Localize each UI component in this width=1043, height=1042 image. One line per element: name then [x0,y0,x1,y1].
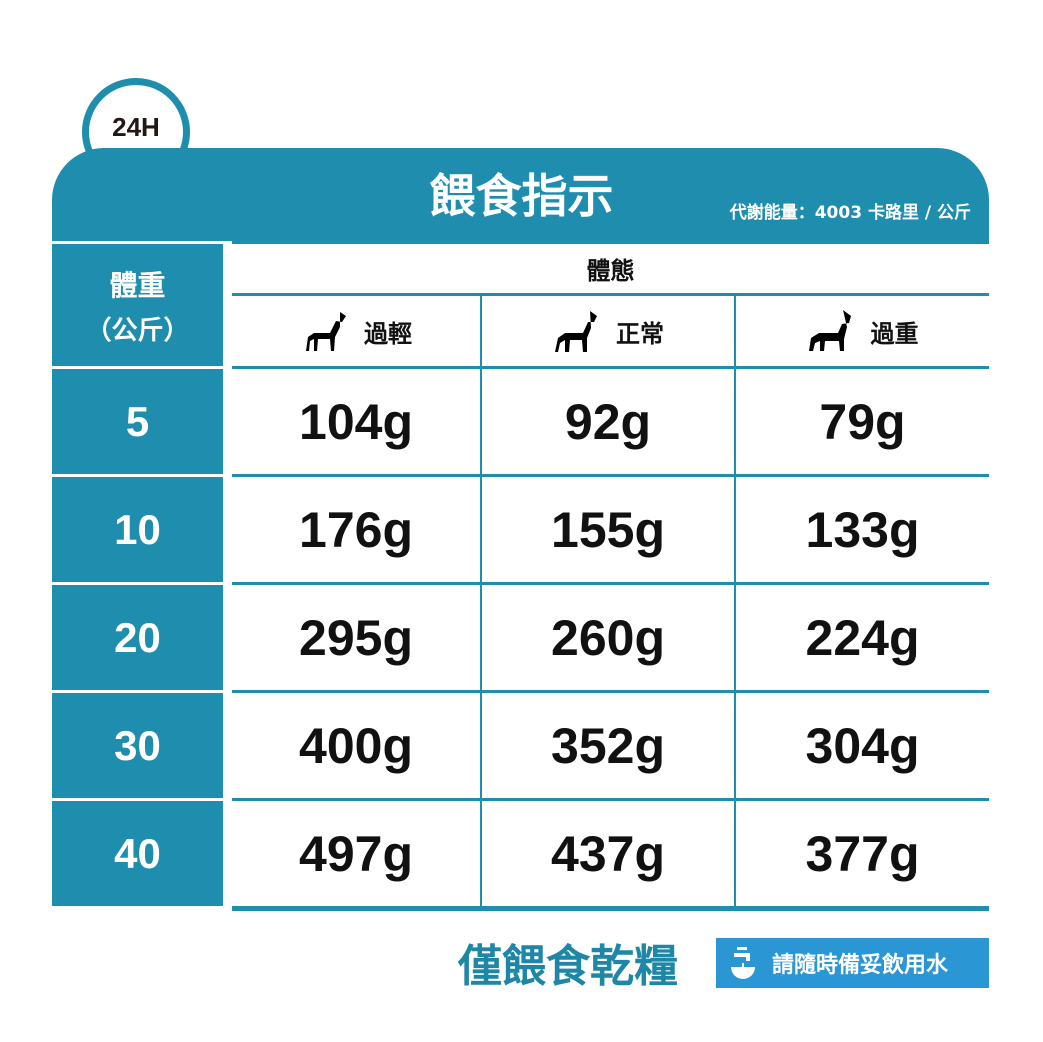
page-title: 餵食指示 [429,169,614,223]
portion-cell: 295g [232,585,480,690]
weight-cell: 30 [52,693,223,798]
weight-cell: 20 [52,585,223,690]
portion-value: 92g [564,393,652,450]
thin-dog-icon [306,312,346,351]
portion-cell: 224g [736,585,989,690]
column-label: 過輕 [364,319,412,348]
portion-value: 400g [299,717,413,774]
header-band [52,148,989,241]
weight-cell: 40 [52,801,223,906]
portion-cell: 352g [482,693,734,798]
portion-cell: 304g [736,693,989,798]
water-note-text: 請隨時備妥飲用水 [772,953,949,978]
portion-cell: 104g [232,369,480,474]
column-header-0: 過輕 [232,296,480,366]
portion-cell: 260g [482,585,734,690]
portion-value: 79g [819,393,906,450]
portion-value: 260g [551,609,665,666]
weight-value: 30 [114,721,161,769]
weight-header-label: 體重 [109,268,166,302]
portion-value: 176g [299,501,413,558]
portion-cell: 400g [232,693,480,798]
weight-value: 10 [114,505,161,553]
portion-cell: 377g [736,801,989,906]
portion-value: 133g [805,501,920,558]
weight-value: 5 [125,397,150,445]
portion-value: 437g [551,825,665,882]
weight-header-unit: （公斤） [85,315,190,346]
portion-value: 295g [299,609,413,666]
weight-cell: 5 [52,369,223,474]
portion-cell: 437g [482,801,734,906]
column-label: 過重 [870,319,919,348]
water-tap-icon [731,947,755,979]
badge-24h: 24H [112,112,160,142]
portion-value: 155g [551,501,665,558]
weight-value: 40 [114,829,161,877]
body-condition-label: 體態 [586,257,635,285]
portion-value: 224g [805,609,920,666]
energy-info: 代謝能量：4003 卡路里 / 公斤 [729,203,971,223]
dry-food-only-text: 僅餵食乾糧 [458,941,678,992]
portion-value: 497g [299,825,413,882]
portion-cell: 497g [232,801,480,906]
column-label: 正常 [616,319,664,348]
portion-cell: 79g [736,369,989,474]
column-header-1: 正常 [482,296,734,366]
weight-value: 20 [114,613,161,661]
portion-value: 352g [551,717,665,774]
column-header-2: 過重 [736,296,989,366]
water-note-box: 請隨時備妥飲用水 [716,938,989,988]
portion-value: 377g [805,825,920,882]
weight-header: 體重 （公斤） [52,244,223,366]
portion-value: 104g [299,393,413,450]
body-condition-header: 體態 [232,244,989,293]
portion-cell: 133g [736,477,989,582]
portion-value: 304g [805,717,920,774]
normal-dog-icon [555,311,597,352]
portion-cell: 176g [232,477,480,582]
portion-cell: 92g [482,369,734,474]
portion-cell: 155g [482,477,734,582]
weight-cell: 10 [52,477,223,582]
overweight-dog-icon [808,310,851,351]
